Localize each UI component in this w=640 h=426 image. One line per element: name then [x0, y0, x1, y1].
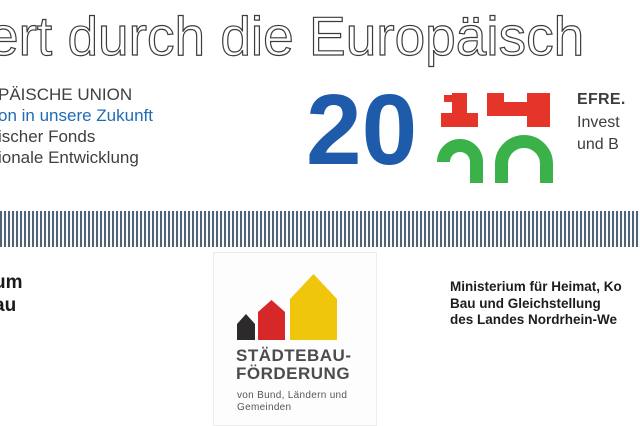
- house-yellow-icon: [290, 274, 337, 340]
- ministry-left-fragment-1: um: [0, 272, 23, 293]
- house-black-icon: [237, 314, 255, 340]
- ministry-nrw-block: Ministerium für Heimat, Ko Bau und Gleic…: [450, 279, 622, 329]
- eu-fonds-label: ischer Fonds: [0, 127, 96, 146]
- efre-caption-line2: Invest: [577, 113, 620, 131]
- ministry-left-fragment-2: au: [0, 295, 17, 316]
- eu-logo-text-block: PÄISCHE UNION on in unsere Zukunft ische…: [0, 84, 153, 168]
- eu-entwicklung-label: ionale Entwicklung: [0, 148, 139, 167]
- efre-green-20: [437, 135, 553, 183]
- eu-union-label: PÄISCHE UNION: [0, 85, 133, 104]
- ministry-nrw-line1: Ministerium für Heimat, Ko: [450, 279, 622, 294]
- staedtebau-subtitle-line1: von Bund, Ländern und: [237, 390, 348, 401]
- striped-separator-bar: [0, 211, 640, 247]
- efre-blue-20: 20: [306, 88, 417, 185]
- ministry-nrw-line3: des Landes Nordrhein-We: [450, 312, 618, 327]
- efre-2014-2020-logo: 20: [306, 88, 553, 185]
- headline-gefoerdert-durch-eu: ert durch die Europäisch: [0, 4, 585, 67]
- eu-zukunft-label: on in unsere Zukunft: [0, 106, 153, 125]
- house-red-icon: [258, 300, 285, 340]
- staedtebau-subtitle-line2: Gemeinden: [237, 402, 292, 413]
- ministry-nrw-line2: Bau und Gleichstellung: [450, 295, 601, 311]
- efre-caption-line3: und B: [577, 136, 619, 153]
- efre-caption-title: EFRE.: [577, 91, 626, 108]
- efre-red-14: [441, 93, 550, 127]
- efre-caption-block: EFRE. Invest und B: [577, 89, 626, 157]
- staedtebau-title-line2: FÖRDERUNG: [236, 364, 351, 383]
- staedtebau-houses-icon: [237, 274, 337, 340]
- staedtebaufoerderung-logo-card: STÄDTEBAU- FÖRDERUNG von Bund, Ländern u…: [213, 252, 377, 426]
- staedtebau-title-line1: STÄDTEBAU-: [236, 346, 352, 365]
